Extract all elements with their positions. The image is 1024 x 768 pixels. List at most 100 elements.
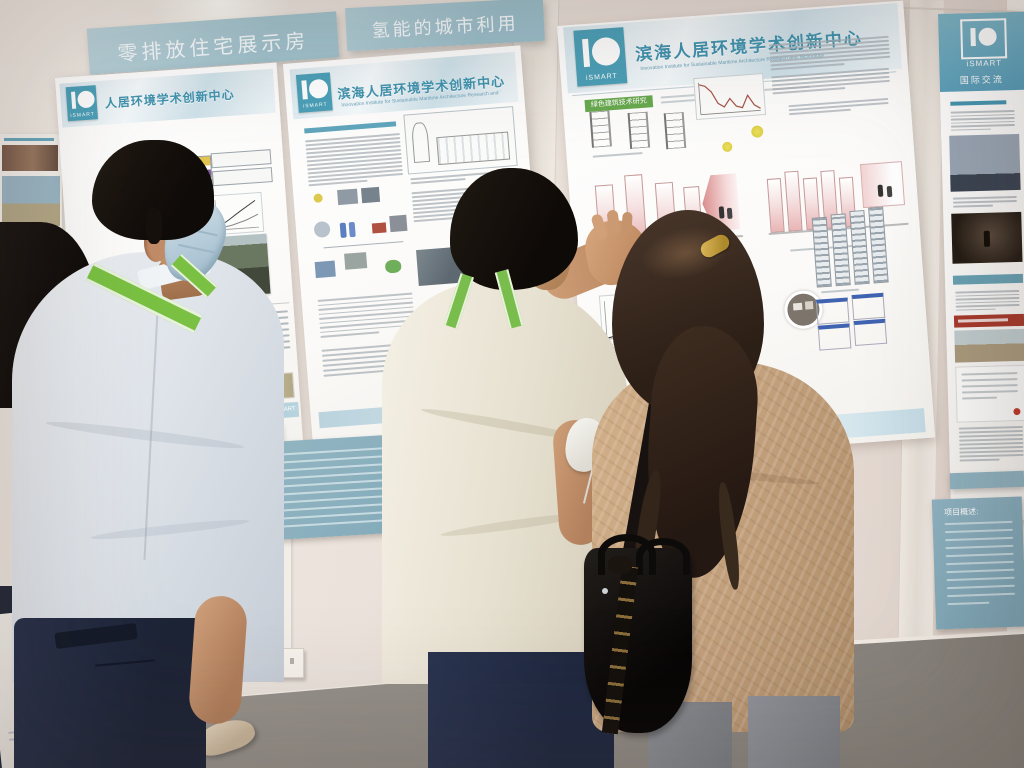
ismart-logo-text: iSMART [70,111,96,120]
logo-bar [970,28,976,47]
middle-man-pants [428,652,614,768]
connector-line [323,241,404,249]
text-line [955,300,1020,304]
photo-thumb [360,186,381,204]
text-line [950,124,1015,128]
roof-section-cell [851,292,886,321]
ismart-logo: iSMART [573,27,628,87]
display-photo-landscape [2,176,60,226]
text-line [961,372,1018,376]
annotation-box [211,167,273,187]
photo-detail [792,302,803,311]
text-line [959,433,1024,438]
flyer-lines [961,372,1018,400]
landscape-photo [954,328,1024,363]
text-line [959,441,1024,446]
flow-diagram [309,185,413,292]
text-line [955,289,1020,294]
tank-icon [313,220,331,239]
red-banner-thumb [953,313,1024,328]
text-line [946,576,1015,582]
wall-section-diagram [627,111,651,149]
text-line [276,518,397,528]
text-line [961,390,1018,394]
text-line [821,288,860,294]
text-line [961,378,1018,382]
conference-photo [949,133,1021,192]
ismart-logo-outline [960,18,1008,60]
banner-hydrogen-city-label: 氢能的城市利用 [371,13,520,41]
figure-silhouette [877,184,884,197]
figure-silhouette [886,185,893,198]
roof-section-cell [817,323,852,351]
left-man-sideburn [146,208,162,244]
text-line [950,113,1015,117]
roof-section-cell [853,318,888,347]
pink-room-box [859,161,906,209]
poster-right-title: 国际交流 [959,74,1004,86]
text-line [951,128,991,131]
plaque-right-strip [949,470,1024,490]
text-line [959,453,1024,458]
text-line [953,204,993,208]
ismart-logo-text: iSMART [966,58,1003,69]
text-line [945,560,1015,566]
caption-lines [592,150,673,158]
left-man-arm [187,594,249,726]
outlet-holes [290,658,294,664]
text-line [950,110,1015,114]
text-line [952,195,1017,200]
display-caption [4,138,54,141]
paragraph-lines [958,425,1024,462]
section-heading-bar [950,100,1007,106]
middle-man-hair [450,168,578,290]
text-line [959,449,1024,454]
section-heading-bar [304,121,397,134]
text-line [944,520,1013,526]
photo-thumb [344,252,368,270]
tank-outline [411,121,431,164]
text-line [955,296,1020,301]
green-blob-icon [384,259,402,274]
stage-photo [951,211,1023,264]
ismart-logo-text: iSMART [302,101,328,110]
scarf-knot [608,556,632,574]
basin-outline [436,131,511,166]
photo-thumb [337,188,359,206]
schematic-figure [403,106,518,175]
bottle-icon [339,222,347,238]
text-line [946,584,1015,590]
sun-dot [750,125,764,139]
ismart-logo: iSMART [65,85,98,122]
plaque-right: 项目概述: [931,496,1024,630]
red-module-icon [371,222,387,234]
text-line [959,437,1024,442]
annotation-box [210,149,272,169]
text-line [962,396,997,400]
text-line [945,544,1014,550]
plaque-right-heading: 项目概述: [944,506,979,518]
sun-dot [721,141,733,153]
text-line [945,552,1014,558]
banner-marks [958,318,1009,323]
paragraph-lines [950,110,1015,131]
wall-highlight [0,0,95,72]
text-line [947,592,1016,598]
caption-lines [821,287,883,294]
text-line [945,536,1014,542]
woman-jeans-right [748,696,840,768]
text-line [950,117,1015,121]
figure-silhouette [726,207,733,220]
photo-detail [804,301,814,310]
bottle-icon [348,221,356,238]
ismart-logo: iSMART [295,72,333,113]
teal-section-bar [952,273,1024,285]
dense-text-column [788,97,889,115]
text-line [955,308,996,311]
bag-stud [602,588,608,594]
handbag [584,548,692,733]
photo-thumb [314,260,336,279]
speaker-silhouette [983,230,991,247]
text-line [947,601,990,606]
